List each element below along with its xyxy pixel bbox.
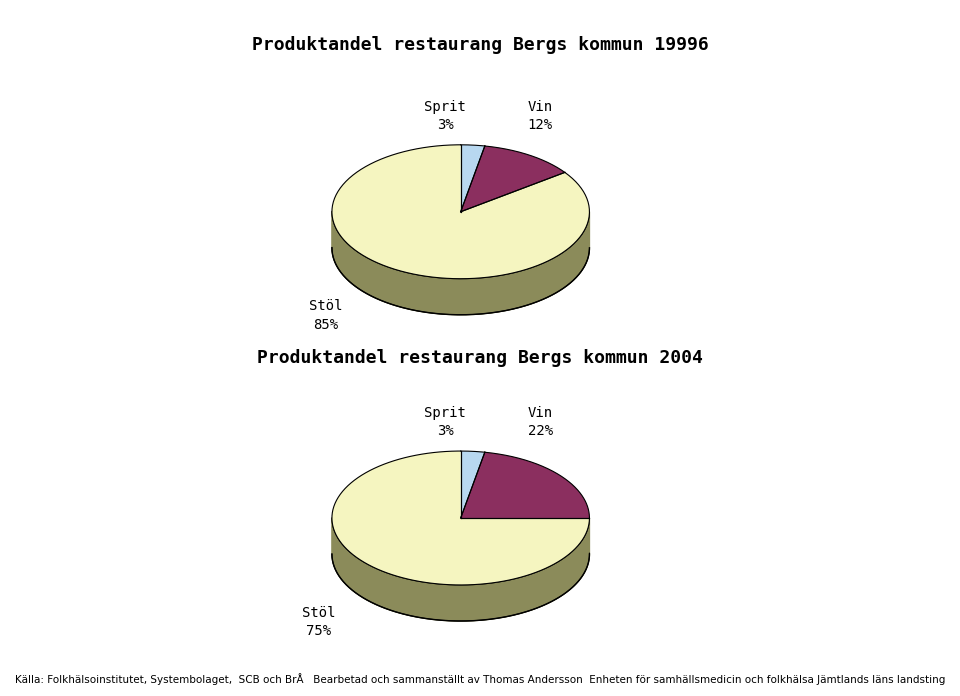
Polygon shape	[332, 451, 589, 585]
Text: Vin
12%: Vin 12%	[528, 100, 553, 132]
Text: Stöl
75%: Stöl 75%	[302, 606, 336, 638]
Text: Källa: Folkhälsoinstitutet, Systembolaget,  SCB och BrÅ   Bearbetad och sammanst: Källa: Folkhälsoinstitutet, Systembolage…	[14, 672, 946, 685]
Polygon shape	[332, 212, 589, 315]
Polygon shape	[332, 145, 589, 278]
Text: Vin
22%: Vin 22%	[528, 406, 553, 438]
Polygon shape	[461, 145, 485, 212]
Polygon shape	[461, 146, 564, 212]
Text: Produktandel restaurang Bergs kommun 2004: Produktandel restaurang Bergs kommun 200…	[257, 349, 703, 367]
Text: Sprit
3%: Sprit 3%	[424, 100, 467, 132]
Text: Produktandel restaurang Bergs kommun 19996: Produktandel restaurang Bergs kommun 199…	[252, 36, 708, 54]
Text: Stöl
85%: Stöl 85%	[309, 299, 342, 332]
Polygon shape	[461, 452, 589, 518]
Text: Sprit
3%: Sprit 3%	[424, 406, 467, 438]
Polygon shape	[332, 518, 589, 621]
Polygon shape	[332, 212, 589, 315]
Polygon shape	[332, 518, 589, 621]
Polygon shape	[461, 451, 485, 518]
